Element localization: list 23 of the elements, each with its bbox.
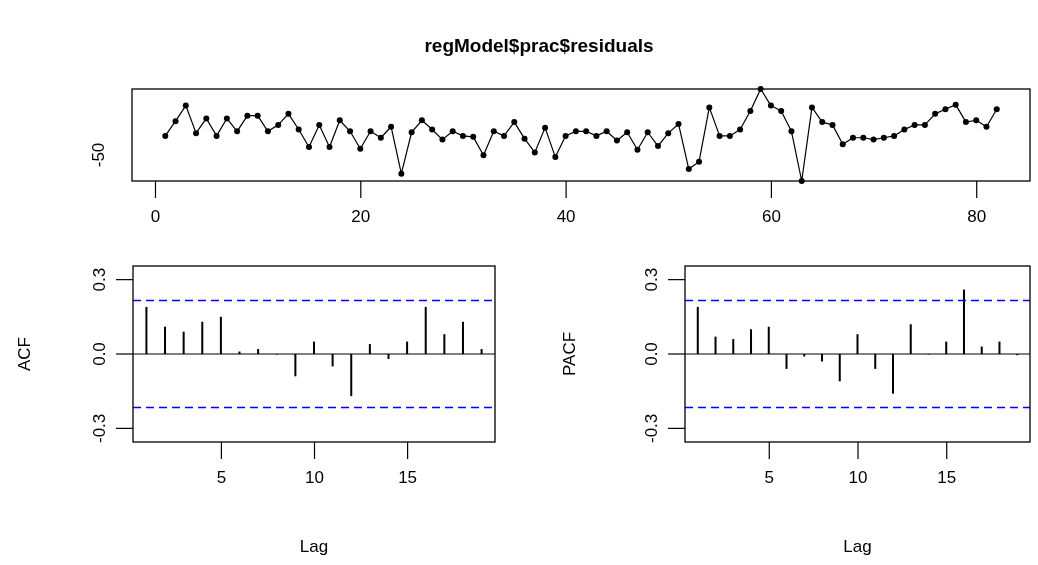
x-tick-label: 5: [216, 468, 227, 488]
x-tick-label: 0: [150, 207, 161, 227]
y-tick-label: 0.0: [90, 342, 109, 366]
x-tick-label: 5: [764, 468, 774, 488]
chart-title: regModel$prac$residuals: [424, 35, 654, 56]
x-tick-label: 15: [398, 468, 418, 488]
x-tick-label: 40: [556, 207, 576, 227]
text: -50: [89, 142, 108, 168]
x-tick-label: 80: [967, 207, 987, 227]
x-tick-label: 15: [937, 468, 957, 488]
x-tick-label: 20: [351, 207, 371, 227]
y-tick-label: 0.3: [642, 267, 661, 292]
x-tick-label: 60: [761, 207, 781, 227]
x-tick-label: 10: [305, 468, 324, 488]
x-axis-title: Lag: [299, 537, 329, 556]
x-axis-title: Lag: [843, 537, 872, 556]
y-tick-label: 0.0: [642, 342, 661, 366]
y-tick-label: 0.3: [90, 267, 109, 292]
y-tick-label: -0.3: [90, 413, 109, 444]
x-tick-label: 10: [848, 468, 868, 488]
y-tick-label: -0.3: [642, 413, 661, 444]
y-axis-title: ACF: [15, 337, 34, 371]
y-axis-title: PACF: [560, 331, 579, 377]
